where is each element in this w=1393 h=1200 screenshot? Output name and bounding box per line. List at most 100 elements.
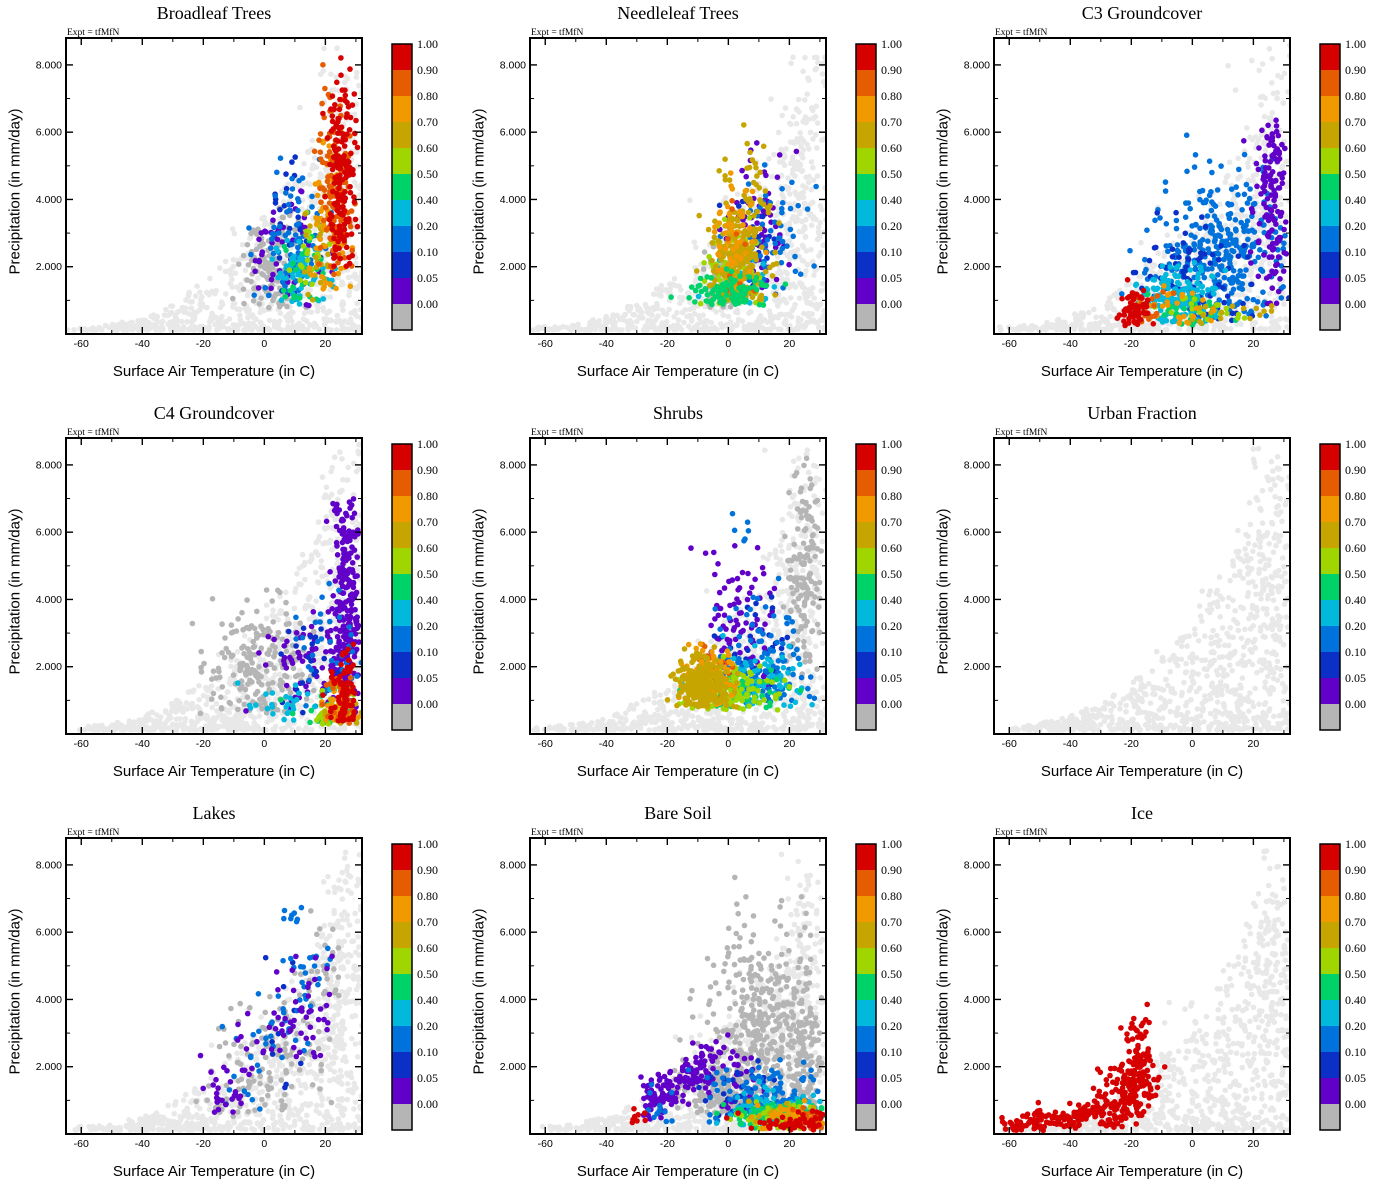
y-tick-label: 6.000 [500,927,526,939]
colorbar-label: 0.80 [417,89,438,103]
colorbar-label: 0.20 [417,1019,438,1033]
plot-area: Expt = tfMfN -60 -40 -20 0 20 2.000 4.000 6.000 8… [954,424,1390,763]
y-tick-label: 8.000 [964,59,990,71]
x-tick-label: 0 [725,738,731,750]
panel-body: Precipitation (in mm/day) Expt = tfMfN -6… [468,824,926,1163]
y-tick-label: 4.000 [500,194,526,206]
y-axis-label: Precipitation (in mm/day) [470,108,488,274]
x-tick-label: -40 [599,738,614,750]
x-tick-label: -20 [196,1138,211,1150]
colorbar-label: 0.00 [1345,1097,1366,1111]
y-tick-label: 2.000 [36,1061,62,1073]
colorbar-label: 0.40 [881,593,902,607]
plot-svg-c3-groundcover: Expt = tfMfN -60 -40 -20 0 20 2.000 4.000 6.000 8… [964,27,1366,350]
panel-title: Ice [1131,803,1153,823]
y-tick-label: 4.000 [36,194,62,206]
colorbar-label: 0.90 [1345,463,1366,477]
colorbar-label: 0.40 [1345,593,1366,607]
x-tick-label: 0 [725,1138,731,1150]
x-tick-label: -20 [1124,738,1139,750]
colorbar-label: 0.70 [1345,915,1366,929]
colorbar-label: 0.80 [881,889,902,903]
colorbar-label: 0.60 [881,541,902,555]
x-tick-label: 0 [725,338,731,350]
colorbar-label: 0.10 [417,245,438,259]
plot-frame [529,837,827,1135]
x-tick-label: -20 [660,338,675,350]
plot-svg-urban-fraction: Expt = tfMfN -60 -40 -20 0 20 2.000 4.000 6.000 8… [964,427,1366,750]
plot-area: Expt = tfMfN -60 -40 -20 0 20 2.000 4.000 6.000 8… [26,824,462,1163]
y-tick-label: 6.000 [36,127,62,139]
x-tick-label: 0 [261,738,267,750]
colorbar-label: 0.60 [417,941,438,955]
colorbar-label: 0.10 [881,1045,902,1059]
colorbar: 1.00 0.90 0.80 0.70 0.60 0.50 0.40 0.20 0.10 0.05… [1319,37,1366,331]
panel-title: C3 Groundcover [1081,3,1203,23]
colorbar-label: 0.00 [417,297,438,311]
panel-body: Precipitation (in mm/day) Expt = tfMfN -6… [4,24,462,363]
x-tick-label: 20 [1248,738,1260,750]
x-tick-label: -20 [196,738,211,750]
x-tick-label: -40 [599,338,614,350]
x-axis-label: Surface Air Temperature (in C) [112,763,316,780]
plot-svg-lakes: Expt = tfMfN -60 -40 -20 0 20 2.000 4.000 6.000 8… [36,827,438,1150]
x-tick-label: -20 [660,1138,675,1150]
colorbar-label: 0.10 [881,645,902,659]
y-tick-label: 2.000 [964,261,990,273]
plot-svg-broadleaf-trees: Expt = tfMfN -60 -40 -20 0 20 2.000 4.000 6.000 8… [36,27,438,350]
colorbar-label: 0.90 [881,63,902,77]
colorbar-label: 0.10 [417,1045,438,1059]
colorbar-label: 0.70 [881,915,902,929]
y-tick-label: 4.000 [36,594,62,606]
colorbar-label: 0.90 [417,863,438,877]
panel-broadleaf-trees: Broadleaf Trees Precipitation (in mm/day… [0,0,464,400]
x-tick-label: -60 [538,338,553,350]
y-axis-label: Precipitation (in mm/day) [470,508,488,674]
y-tick-label: 8.000 [36,859,62,871]
plot-frame [65,437,363,735]
x-tick-label: -60 [1002,1138,1017,1150]
y-tick-label: 8.000 [500,859,526,871]
y-tick-label: 2.000 [500,261,526,273]
colorbar-label: 0.60 [417,541,438,555]
plot-area: Expt = tfMfN -60 -40 -20 0 20 2.000 4.000 6.000 8… [954,24,1390,363]
colorbar-label: 0.20 [881,219,902,233]
y-tick-label: 8.000 [500,59,526,71]
y-tick-label: 8.000 [964,459,990,471]
colorbar-label: 0.50 [1345,967,1366,981]
colorbar-label: 1.00 [417,837,438,851]
colorbar-label: 0.50 [881,567,902,581]
x-tick-label: 20 [320,738,332,750]
colorbar-label: 0.50 [417,167,438,181]
plot-frame [65,37,363,335]
x-tick-label: 20 [784,1138,796,1150]
colorbar-label: 0.50 [417,967,438,981]
x-tick-label: -40 [1063,338,1078,350]
colorbar: 1.00 0.90 0.80 0.70 0.60 0.50 0.40 0.20 0.10 0.05… [1319,437,1366,731]
colorbar-label: 1.00 [881,837,902,851]
y-axis-label: Precipitation (in mm/day) [6,508,24,674]
colorbar-label: 0.80 [417,489,438,503]
colorbar: 1.00 0.90 0.80 0.70 0.60 0.50 0.40 0.20 0.10 0.05… [855,437,902,731]
experiment-label: Expt = tfMfN [531,827,583,838]
colorbar-label: 0.70 [881,515,902,529]
plot-area: Expt = tfMfN -60 -40 -20 0 20 2.000 4.000 6.000 8… [490,424,926,763]
x-tick-label: -20 [660,738,675,750]
plot-svg-c4-groundcover: Expt = tfMfN -60 -40 -20 0 20 2.000 4.000 6.000 8… [36,427,438,750]
colorbar-label: 1.00 [417,37,438,51]
colorbar-label: 0.00 [881,297,902,311]
colorbar-label: 0.90 [1345,63,1366,77]
colorbar-label: 0.20 [417,619,438,633]
x-tick-label: -60 [74,1138,89,1150]
colorbar-label: 0.50 [417,567,438,581]
panel-body: Precipitation (in mm/day) Expt = tfMfN -6… [4,824,462,1163]
x-tick-label: -40 [1063,738,1078,750]
colorbar-label: 0.80 [881,89,902,103]
y-tick-label: 2.000 [964,661,990,673]
colorbar-label: 0.80 [1345,489,1366,503]
experiment-label: Expt = tfMfN [995,827,1047,838]
experiment-label: Expt = tfMfN [67,427,119,438]
x-tick-label: -40 [135,738,150,750]
colorbar-label: 0.50 [1345,567,1366,581]
